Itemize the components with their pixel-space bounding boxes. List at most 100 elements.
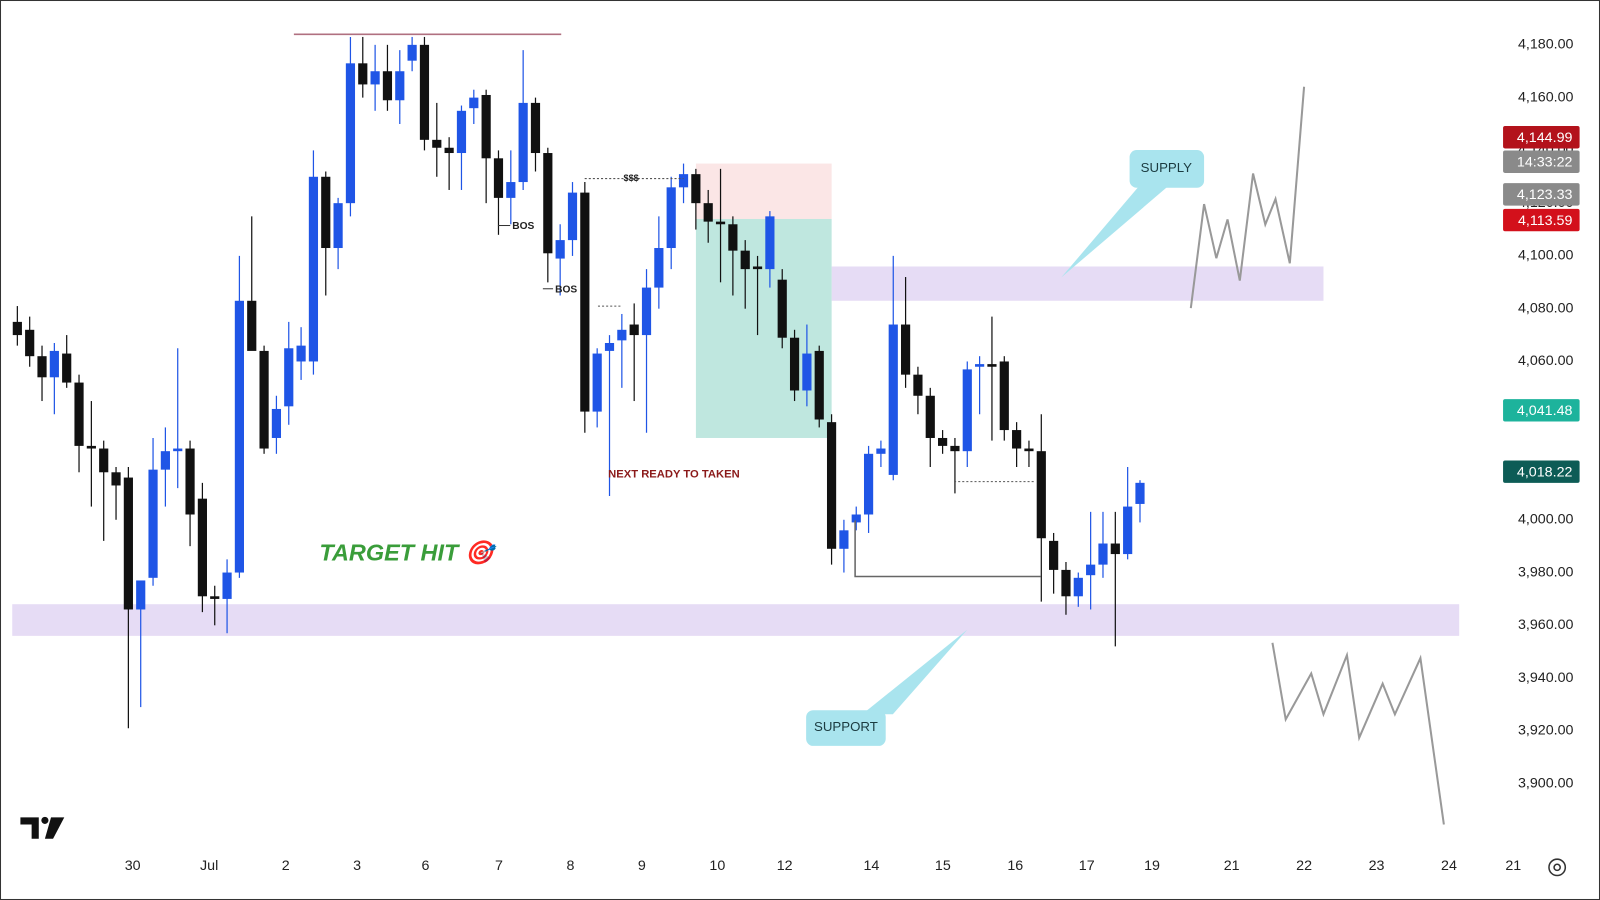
candle-body bbox=[469, 97, 479, 109]
stop-zone bbox=[695, 163, 832, 219]
candle-body bbox=[543, 153, 553, 254]
candle-body bbox=[1098, 543, 1108, 565]
x-tick-label: 9 bbox=[638, 858, 646, 874]
candle-body bbox=[888, 324, 898, 475]
candle-body bbox=[987, 364, 997, 367]
price-badge bbox=[1503, 126, 1580, 149]
y-tick-label: 4,080.00 bbox=[1518, 300, 1574, 316]
zone bbox=[12, 604, 1460, 636]
candle-body bbox=[370, 71, 380, 85]
candle-body bbox=[284, 348, 294, 407]
y-tick-label: 4,000.00 bbox=[1518, 512, 1574, 528]
candle-body bbox=[1086, 564, 1096, 576]
candle-body bbox=[691, 174, 701, 204]
target-annotation: TARGET HIT 🎯 bbox=[319, 539, 498, 565]
candle-body bbox=[592, 353, 602, 412]
candle-body bbox=[962, 369, 972, 452]
candle-body bbox=[1061, 569, 1071, 597]
candle-body bbox=[715, 221, 726, 225]
candle-body bbox=[382, 71, 393, 101]
candle-body bbox=[333, 203, 343, 249]
candle-body bbox=[222, 572, 232, 599]
y-tick-label: 4,180.00 bbox=[1518, 37, 1574, 53]
candle-body bbox=[37, 356, 47, 378]
candle-body bbox=[321, 176, 331, 249]
candle-body bbox=[703, 203, 713, 222]
candle-body bbox=[49, 350, 59, 378]
x-tick-label: 16 bbox=[1007, 858, 1023, 874]
candle-body bbox=[271, 408, 282, 438]
candle-body bbox=[247, 300, 257, 351]
price-badge-label: 4,018.22 bbox=[1517, 464, 1573, 480]
candle-body bbox=[814, 350, 824, 420]
range-line bbox=[854, 520, 1041, 578]
candle-body bbox=[975, 364, 985, 367]
candle-body bbox=[925, 395, 935, 438]
x-tick-label: 22 bbox=[1296, 858, 1312, 874]
candle-body bbox=[234, 300, 244, 573]
price-badge-label: 4,123.33 bbox=[1517, 187, 1573, 203]
candle-body bbox=[826, 422, 837, 549]
candle-body bbox=[456, 110, 467, 154]
callout-pointer bbox=[1061, 181, 1174, 278]
candle-body bbox=[863, 453, 874, 515]
candle-body bbox=[160, 451, 170, 470]
price-badge-label: 4,144.99 bbox=[1517, 130, 1573, 146]
price-badge bbox=[1503, 183, 1580, 206]
bos-label: BOS bbox=[555, 284, 577, 295]
candle-body bbox=[1110, 543, 1120, 555]
price-badge bbox=[1503, 460, 1580, 483]
candle-body bbox=[395, 71, 405, 101]
projection-up bbox=[1189, 86, 1306, 309]
candle-body bbox=[876, 448, 886, 454]
countdown-label: 14:33:22 bbox=[1517, 155, 1573, 171]
candle-body bbox=[567, 192, 578, 241]
candle-body bbox=[74, 382, 84, 446]
candle-body bbox=[617, 329, 627, 341]
candle-body bbox=[938, 437, 948, 446]
candle-body bbox=[62, 353, 72, 383]
x-tick-label: 3 bbox=[353, 858, 361, 874]
x-tick-label: 2 bbox=[282, 858, 290, 874]
settings-icon[interactable] bbox=[1548, 858, 1567, 877]
candle-body bbox=[752, 266, 763, 270]
x-tick-label: 10 bbox=[709, 858, 725, 874]
y-tick-label: 3,920.00 bbox=[1518, 723, 1574, 739]
candle-body bbox=[259, 350, 269, 449]
candle-body bbox=[666, 187, 676, 249]
candle-body bbox=[148, 469, 158, 578]
next-annotation: NEXT READY TO TAKEN bbox=[608, 468, 740, 480]
candle-body bbox=[950, 445, 960, 452]
support-callout bbox=[806, 710, 886, 746]
candle-body bbox=[407, 44, 417, 61]
candle-body bbox=[345, 63, 356, 204]
y-tick-label: 4,060.00 bbox=[1518, 353, 1574, 369]
candle-body bbox=[185, 448, 195, 515]
candle-body bbox=[678, 174, 689, 188]
candle-body bbox=[1036, 451, 1046, 539]
candle-body bbox=[641, 287, 652, 336]
candle-body bbox=[444, 147, 454, 154]
candle-body bbox=[432, 139, 442, 148]
x-tick-label: 30 bbox=[125, 858, 141, 874]
candle-body bbox=[197, 498, 207, 597]
price-badge bbox=[1503, 208, 1580, 232]
x-tick-label: 17 bbox=[1079, 858, 1095, 874]
x-tick-label: 14 bbox=[863, 858, 879, 874]
y-tick-label: 4,160.00 bbox=[1518, 89, 1574, 105]
candle-body bbox=[296, 345, 306, 362]
candle-body bbox=[654, 248, 664, 288]
candle-body bbox=[123, 477, 133, 610]
candle-body bbox=[86, 445, 96, 449]
x-tick-label: 23 bbox=[1369, 858, 1385, 874]
candle-body bbox=[308, 176, 319, 362]
candle-body bbox=[25, 329, 35, 357]
candle-body bbox=[111, 472, 121, 486]
countdown-badge bbox=[1503, 150, 1580, 173]
candle-body bbox=[1049, 540, 1059, 570]
x-tick-label: 24 bbox=[1441, 858, 1457, 874]
x-tick-label: 8 bbox=[566, 858, 574, 874]
candle-body bbox=[802, 353, 812, 391]
price-badge-label: 4,041.48 bbox=[1517, 403, 1573, 419]
